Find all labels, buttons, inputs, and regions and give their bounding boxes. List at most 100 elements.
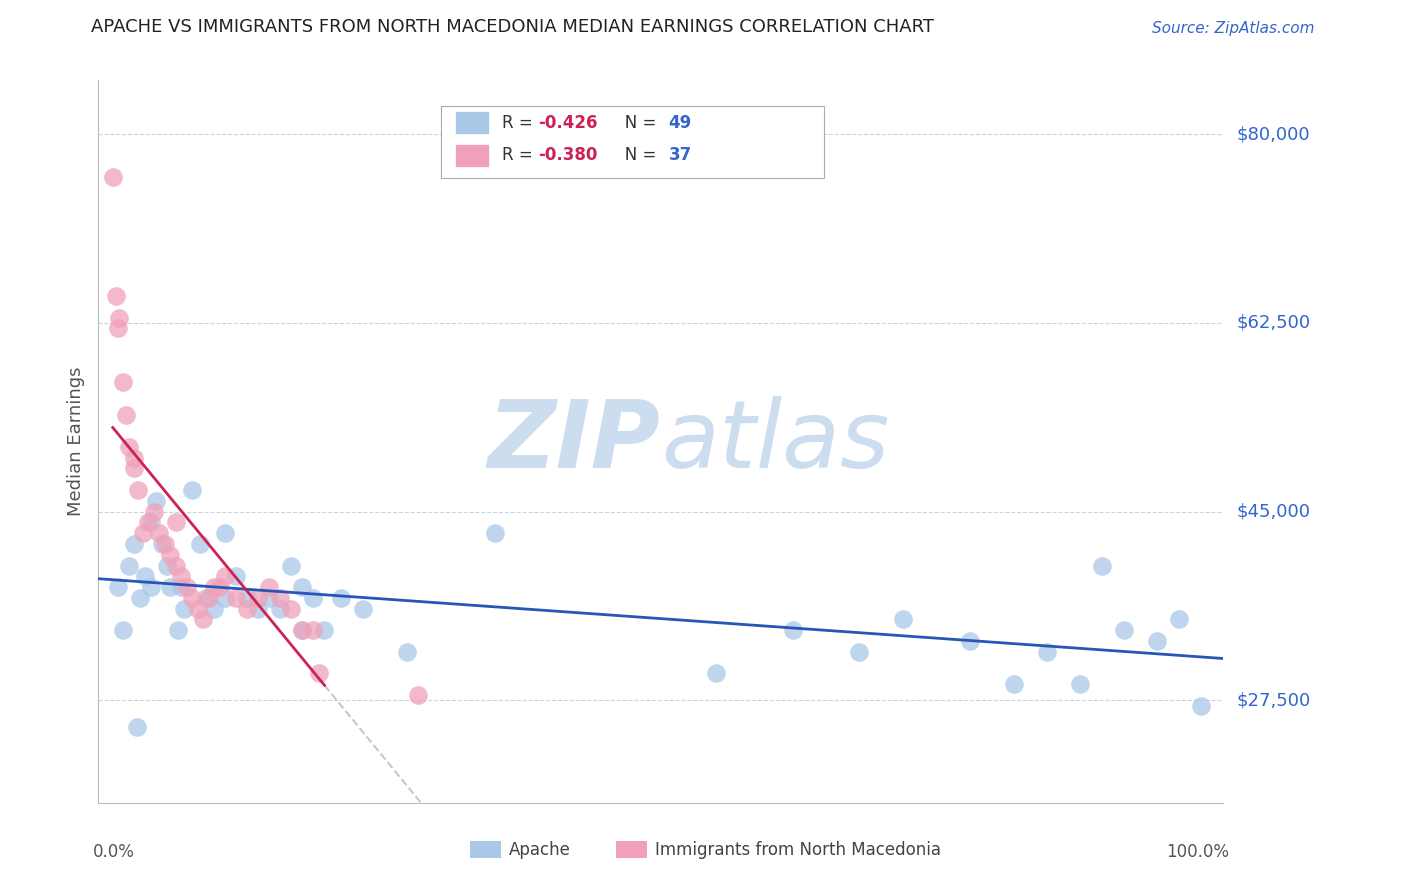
Text: $80,000: $80,000 (1237, 125, 1310, 144)
Point (127, 483, 149, 497)
Point (269, 601, 291, 615)
Text: $45,000: $45,000 (1237, 502, 1310, 521)
Point (848, 645, 870, 659)
Point (202, 580, 225, 594)
Text: R =: R = (502, 146, 538, 164)
Point (181, 591, 204, 605)
Text: 37: 37 (669, 146, 692, 164)
Point (187, 601, 209, 615)
Point (195, 591, 218, 605)
Bar (616, 841, 647, 858)
Point (302, 591, 325, 605)
Point (170, 580, 193, 594)
Point (131, 526, 153, 541)
Point (176, 580, 198, 594)
Point (193, 612, 215, 626)
Point (122, 537, 145, 551)
Text: Apache: Apache (509, 841, 571, 859)
Point (291, 580, 314, 594)
Point (156, 558, 179, 573)
Point (214, 526, 236, 541)
Text: atlas: atlas (661, 396, 889, 487)
Point (101, 170, 124, 185)
Point (105, 289, 128, 303)
Point (136, 516, 159, 530)
Point (893, 612, 915, 626)
Point (1069, 677, 1091, 691)
Point (129, 591, 152, 605)
Text: 0.0%: 0.0% (93, 843, 135, 861)
Point (280, 601, 302, 615)
Point (1091, 558, 1114, 573)
Point (1112, 624, 1135, 638)
Point (111, 376, 134, 390)
Point (782, 624, 804, 638)
Point (1146, 634, 1168, 648)
Point (330, 591, 353, 605)
Point (107, 580, 129, 594)
Point (165, 516, 187, 530)
Point (704, 666, 727, 681)
Text: $27,500: $27,500 (1237, 691, 1310, 709)
Point (302, 624, 325, 638)
Text: $62,500: $62,500 (1237, 314, 1310, 332)
Point (145, 493, 167, 508)
Text: APACHE VS IMMIGRANTS FROM NORTH MACEDONIA MEDIAN EARNINGS CORRELATION CHART: APACHE VS IMMIGRANTS FROM NORTH MACEDONI… (91, 18, 935, 36)
Text: 49: 49 (669, 114, 692, 132)
Y-axis label: Median Earnings: Median Earnings (66, 367, 84, 516)
Point (1189, 698, 1212, 713)
Point (125, 720, 148, 734)
Point (115, 408, 138, 422)
Point (170, 569, 193, 583)
Text: ZIP: ZIP (488, 395, 661, 488)
Point (111, 624, 134, 638)
Point (188, 537, 211, 551)
Point (280, 558, 302, 573)
Point (150, 537, 173, 551)
Point (352, 601, 374, 615)
Point (291, 624, 314, 638)
Point (236, 601, 259, 615)
Point (1002, 677, 1025, 691)
Point (122, 461, 145, 475)
Point (269, 591, 291, 605)
Point (141, 580, 163, 594)
Text: Immigrants from North Macedonia: Immigrants from North Macedonia (655, 841, 941, 859)
Point (308, 666, 330, 681)
Point (247, 601, 270, 615)
Point (484, 526, 506, 541)
Point (208, 580, 231, 594)
Point (108, 310, 131, 325)
Point (197, 591, 219, 605)
Point (202, 601, 225, 615)
Point (142, 505, 165, 519)
Point (259, 591, 281, 605)
Point (1036, 645, 1059, 659)
Point (314, 624, 336, 638)
Point (225, 569, 247, 583)
Text: N =: N = (609, 114, 662, 132)
Point (236, 591, 259, 605)
Point (396, 645, 419, 659)
Point (173, 601, 195, 615)
Point (1168, 612, 1191, 626)
Point (291, 624, 314, 638)
Text: R =: R = (502, 114, 538, 132)
Point (141, 516, 163, 530)
Text: -0.426: -0.426 (538, 114, 598, 132)
Point (166, 624, 188, 638)
Point (159, 580, 181, 594)
Point (959, 634, 981, 648)
Text: Source: ZipAtlas.com: Source: ZipAtlas.com (1152, 21, 1315, 36)
Point (181, 483, 204, 497)
Point (122, 450, 145, 465)
Text: N =: N = (609, 146, 662, 164)
Point (214, 591, 236, 605)
Point (134, 569, 156, 583)
Text: -0.380: -0.380 (538, 146, 598, 164)
Point (153, 537, 176, 551)
Point (165, 558, 187, 573)
Point (107, 321, 129, 335)
Point (159, 548, 181, 562)
Text: 100.0%: 100.0% (1166, 843, 1229, 861)
